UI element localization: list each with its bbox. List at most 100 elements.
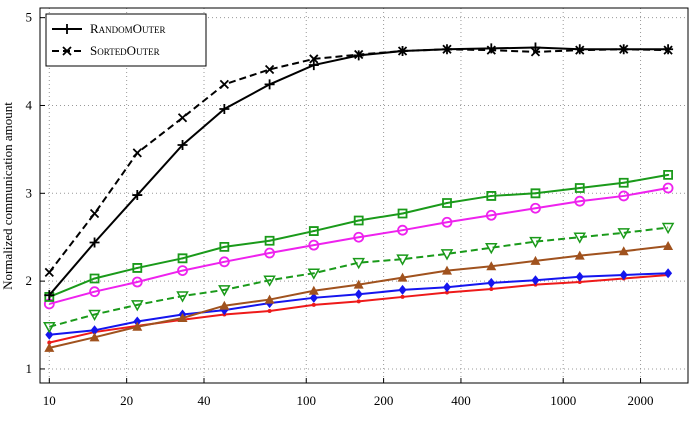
marker bbox=[485, 243, 498, 255]
marker bbox=[444, 290, 449, 295]
marker bbox=[663, 169, 673, 180]
series-line bbox=[48, 173, 669, 298]
marker bbox=[309, 292, 318, 303]
legend-label: RandomOuter bbox=[90, 21, 166, 36]
marker bbox=[400, 294, 405, 299]
marker bbox=[529, 236, 542, 249]
marker bbox=[574, 250, 585, 260]
y-tick-label: 2 bbox=[26, 273, 33, 288]
y-tick-label: 1 bbox=[26, 361, 33, 376]
marker bbox=[177, 140, 188, 151]
x-tick-label: 20 bbox=[120, 393, 133, 408]
marker bbox=[44, 290, 55, 301]
marker bbox=[132, 263, 143, 273]
series-line bbox=[48, 48, 669, 273]
marker bbox=[662, 182, 674, 194]
marker bbox=[396, 254, 409, 266]
marker bbox=[577, 280, 582, 285]
marker bbox=[353, 279, 364, 289]
marker bbox=[617, 228, 630, 240]
marker bbox=[218, 256, 230, 268]
marker bbox=[397, 224, 408, 236]
marker bbox=[267, 308, 272, 313]
marker bbox=[308, 226, 319, 236]
marker bbox=[574, 44, 585, 55]
marker bbox=[62, 24, 72, 34]
marker bbox=[486, 261, 497, 271]
marker bbox=[263, 275, 276, 287]
marker bbox=[353, 231, 365, 243]
x-tick-label: 400 bbox=[451, 393, 471, 408]
marker bbox=[618, 246, 629, 256]
marker bbox=[89, 237, 100, 248]
x-tick-label: 10 bbox=[43, 393, 56, 408]
marker bbox=[397, 272, 408, 282]
marker bbox=[440, 249, 454, 261]
marker bbox=[397, 208, 408, 219]
marker bbox=[575, 271, 584, 282]
marker bbox=[219, 241, 230, 252]
marker bbox=[45, 329, 54, 340]
x-tick-label: 200 bbox=[374, 393, 394, 408]
marker bbox=[486, 43, 497, 54]
series-line bbox=[49, 226, 669, 328]
marker bbox=[308, 239, 320, 251]
marker bbox=[218, 285, 231, 297]
marker bbox=[219, 103, 230, 114]
marker bbox=[530, 202, 541, 214]
x-tick-label: 40 bbox=[198, 393, 211, 408]
marker bbox=[90, 325, 99, 336]
marker bbox=[308, 285, 319, 295]
marker bbox=[574, 183, 585, 193]
legend-label: SortedOuter bbox=[90, 43, 160, 58]
legend-box bbox=[45, 13, 207, 67]
y-tick-label: 4 bbox=[26, 97, 33, 112]
y-tick-label: 5 bbox=[26, 10, 33, 25]
marker bbox=[177, 113, 188, 123]
marker bbox=[397, 46, 408, 57]
marker bbox=[62, 46, 72, 56]
marker bbox=[132, 190, 143, 201]
marker bbox=[663, 44, 674, 55]
marker bbox=[89, 286, 100, 298]
marker bbox=[574, 195, 586, 207]
marker bbox=[264, 247, 275, 259]
marker bbox=[176, 291, 189, 303]
marker bbox=[441, 216, 453, 228]
marker bbox=[307, 268, 321, 280]
marker bbox=[89, 208, 100, 219]
marker bbox=[44, 267, 54, 277]
marker bbox=[441, 44, 452, 55]
marker bbox=[661, 222, 675, 235]
marker bbox=[663, 240, 674, 250]
marker bbox=[88, 309, 101, 322]
marker bbox=[356, 299, 361, 304]
marker bbox=[486, 191, 497, 201]
marker bbox=[43, 322, 56, 334]
marker bbox=[353, 215, 364, 226]
marker bbox=[664, 268, 673, 279]
marker bbox=[177, 265, 188, 276]
marker bbox=[619, 269, 628, 280]
marker bbox=[264, 294, 275, 304]
marker bbox=[352, 257, 365, 270]
marker bbox=[487, 277, 496, 288]
marker bbox=[264, 64, 275, 75]
x-tick-label: 100 bbox=[297, 393, 317, 408]
marker bbox=[133, 316, 142, 327]
marker bbox=[530, 255, 541, 265]
marker bbox=[618, 44, 629, 55]
marker bbox=[44, 342, 55, 352]
marker bbox=[311, 302, 316, 307]
x-tick-label: 1000 bbox=[550, 393, 576, 408]
marker bbox=[132, 148, 142, 158]
marker bbox=[89, 273, 100, 284]
marker bbox=[309, 54, 319, 64]
marker bbox=[219, 300, 230, 310]
marker bbox=[485, 209, 497, 221]
plot-frame bbox=[39, 7, 689, 384]
marker bbox=[131, 300, 144, 312]
y-tick-label: 3 bbox=[26, 185, 33, 200]
y-axis-label: Normalized communication amount bbox=[0, 102, 15, 290]
